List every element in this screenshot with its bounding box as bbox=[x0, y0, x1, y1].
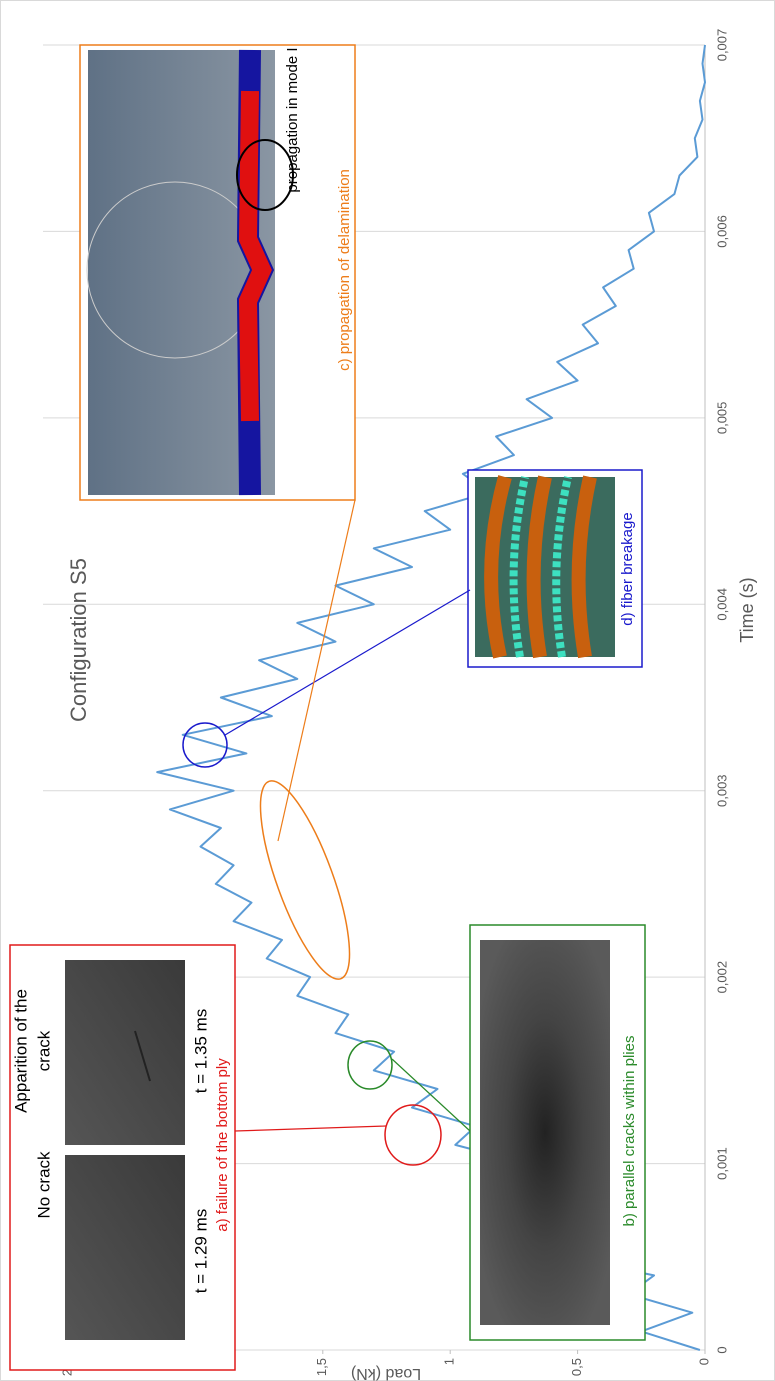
x-tick-label: 0,005 bbox=[714, 402, 729, 435]
crack bbox=[134, 1030, 151, 1082]
fiber bbox=[509, 476, 572, 658]
annotation: propagation in mode I bbox=[284, 47, 301, 192]
series bbox=[156, 44, 706, 1351]
annotation: d) fiber breakage bbox=[619, 512, 636, 625]
x-tick-label: 0,003 bbox=[714, 774, 729, 807]
x-tick-label: 0,006 bbox=[714, 215, 729, 248]
x-tick-label: 0,007 bbox=[714, 29, 729, 62]
chart-title: Configuration S5 bbox=[66, 558, 91, 722]
annotation: crack bbox=[34, 1030, 53, 1071]
x-tick-label: 0,004 bbox=[714, 588, 729, 621]
annotation: b) parallel cracks within plies bbox=[621, 1036, 638, 1227]
photo bbox=[65, 960, 185, 1145]
x-axis-label: Time (s) bbox=[737, 577, 757, 642]
photo bbox=[65, 1155, 185, 1340]
render bbox=[88, 50, 275, 495]
y-tick-label: 1,5 bbox=[314, 1358, 329, 1376]
annotation: c) propagation of delamination bbox=[336, 169, 353, 371]
highlight bbox=[259, 780, 351, 980]
delamination bbox=[238, 90, 272, 422]
annotation: No crack bbox=[34, 1151, 53, 1219]
connector bbox=[234, 1125, 387, 1132]
fiber bbox=[484, 475, 597, 659]
y-tick-label: 0 bbox=[696, 1358, 711, 1365]
y-tick-label: 1 bbox=[442, 1358, 457, 1365]
photo bbox=[480, 940, 610, 1325]
connector bbox=[277, 499, 356, 842]
highlight bbox=[182, 722, 228, 768]
y-tick-label: 0,5 bbox=[569, 1358, 584, 1376]
highlight bbox=[384, 1104, 442, 1166]
plot-frame: Configuration S5 Time (s) Load (kN) 0 0,0… bbox=[9, 29, 757, 1381]
x-tick-label: 0,002 bbox=[714, 961, 729, 994]
x-tick-label: 0 bbox=[714, 1346, 729, 1353]
annotation: t = 1.35 ms bbox=[191, 1009, 210, 1094]
annotation: t = 1.29 ms bbox=[191, 1209, 210, 1294]
annotation: a) failure of the bottom ply bbox=[214, 1058, 231, 1232]
highlight bbox=[347, 1040, 393, 1090]
line bbox=[156, 44, 706, 1351]
annotation: Apparition of the bbox=[11, 989, 30, 1113]
connector bbox=[224, 589, 471, 736]
x-tick-label: 0,001 bbox=[714, 1147, 729, 1180]
highlight bbox=[236, 139, 294, 211]
y-axis-label: Load (kN) bbox=[351, 1365, 421, 1381]
connector bbox=[391, 1058, 471, 1132]
